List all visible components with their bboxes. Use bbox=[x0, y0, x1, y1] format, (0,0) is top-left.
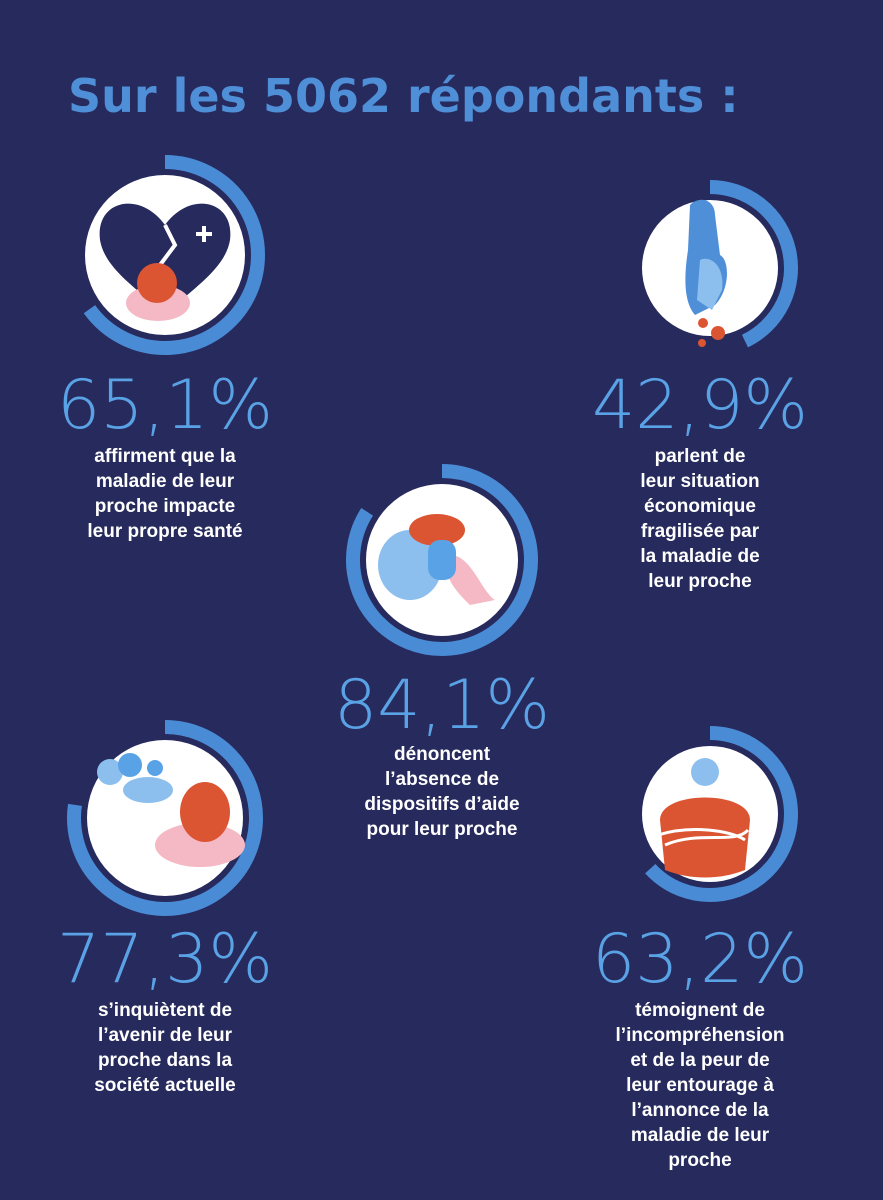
description-line: et de la peur de bbox=[630, 1050, 769, 1071]
people-icon bbox=[97, 753, 245, 867]
percentage: 77,3% bbox=[57, 920, 273, 999]
progress-ring bbox=[67, 720, 263, 916]
description-line: l’absence de bbox=[385, 769, 499, 790]
arms-icon bbox=[657, 758, 750, 878]
percentage: 84,1% bbox=[334, 666, 550, 745]
person-icon bbox=[378, 514, 495, 605]
description-line: l’avenir de leur bbox=[98, 1025, 233, 1046]
description-line: fragilisée par bbox=[641, 521, 760, 542]
progress-ring bbox=[709, 180, 798, 348]
description-line: maladie de leur bbox=[631, 1125, 770, 1146]
description-line: l’annonce de la bbox=[631, 1100, 769, 1121]
description-line: témoignent de bbox=[635, 1000, 765, 1021]
description-line: s’inquiètent de bbox=[98, 1000, 232, 1021]
hand-icon bbox=[685, 199, 727, 347]
percentage: 42,9% bbox=[592, 366, 808, 445]
description-line: proche dans la bbox=[98, 1050, 233, 1071]
percentage: 65,1% bbox=[57, 366, 273, 445]
description-line: proche bbox=[668, 1150, 731, 1171]
description-line: dispositifs d’aide bbox=[364, 794, 519, 815]
percentage: 63,2% bbox=[592, 920, 808, 999]
description-line: parlent de bbox=[655, 446, 746, 467]
progress-ring bbox=[346, 464, 538, 656]
progress-ring bbox=[645, 726, 798, 902]
description-line: leur proche bbox=[648, 571, 751, 592]
description-line: société actuelle bbox=[94, 1075, 236, 1096]
description-line: pour leur proche bbox=[367, 819, 518, 840]
description-line: leur situation bbox=[640, 471, 759, 492]
description-line: proche impacte bbox=[95, 496, 235, 517]
description-line: l’incompréhension bbox=[616, 1025, 785, 1046]
title: Sur les 5062 répondants : bbox=[68, 69, 739, 123]
description-line: leur entourage à bbox=[626, 1075, 774, 1096]
illustrations bbox=[97, 199, 750, 878]
description-line: leur propre santé bbox=[87, 521, 242, 542]
description-line: dénoncent bbox=[394, 744, 491, 765]
description-line: économique bbox=[644, 496, 756, 517]
progress-ring bbox=[83, 155, 265, 355]
description-line: affirment que la bbox=[94, 446, 236, 467]
heart-icon bbox=[99, 203, 231, 321]
description-line: la maladie de bbox=[640, 546, 759, 567]
description-line: maladie de leur bbox=[96, 471, 235, 492]
